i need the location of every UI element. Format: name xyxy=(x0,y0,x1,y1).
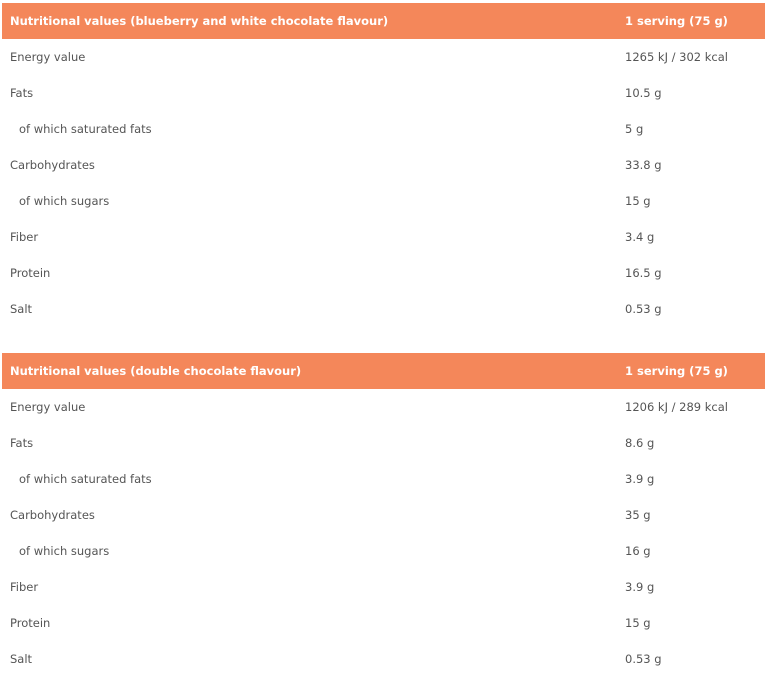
table-row: Energy value 1206 kJ / 289 kcal xyxy=(2,389,765,425)
header-serving: 1 serving (75 g) xyxy=(625,14,728,28)
nutrient-label: of which saturated fats xyxy=(19,122,152,136)
table-row: of which sugars 16 g xyxy=(2,533,765,569)
nutrient-label: of which sugars xyxy=(19,194,110,208)
nutrient-value: 0.53 g xyxy=(625,652,662,666)
header-name: Nutritional values (blueberry and white … xyxy=(10,14,389,28)
nutrient-value: 8.6 g xyxy=(625,436,655,450)
nutrient-value: 3.9 g xyxy=(625,472,655,486)
nutrient-value: 0.53 g xyxy=(625,302,662,316)
header-name: Nutritional values (double chocolate fla… xyxy=(10,364,302,378)
nutrient-label: Fats xyxy=(10,86,34,100)
nutrient-value: 3.4 g xyxy=(625,230,655,244)
nutrient-label: Energy value xyxy=(10,400,86,414)
table-row: Energy value 1265 kJ / 302 kcal xyxy=(2,39,765,75)
nutrient-label: Fats xyxy=(10,436,34,450)
table-row: Salt 0.53 g xyxy=(2,291,765,327)
nutrient-value: 35 g xyxy=(625,508,651,522)
nutrient-label: of which saturated fats xyxy=(19,472,152,486)
table-row: Carbohydrates 33.8 g xyxy=(2,147,765,183)
table-row: Salt 0.53 g xyxy=(2,641,765,677)
nutrient-label: of which sugars xyxy=(19,544,110,558)
nutrient-label: Salt xyxy=(10,652,33,666)
nutrition-table-blueberry: Nutritional values (blueberry and white … xyxy=(2,3,765,327)
table-row: Protein 15 g xyxy=(2,605,765,641)
table-row: Fats 10.5 g xyxy=(2,75,765,111)
table-row: Protein 16.5 g xyxy=(2,255,765,291)
table-header: Nutritional values (double chocolate fla… xyxy=(2,353,765,389)
nutrition-table-double-chocolate: Nutritional values (double chocolate fla… xyxy=(2,353,765,677)
table-row: of which saturated fats 3.9 g xyxy=(2,461,765,497)
nutrient-label: Fiber xyxy=(10,580,39,594)
nutrient-label: Carbohydrates xyxy=(10,158,95,172)
nutrient-label: Protein xyxy=(10,266,51,280)
nutrient-value: 15 g xyxy=(625,194,651,208)
nutrient-value: 16 g xyxy=(625,544,651,558)
nutrient-value: 16.5 g xyxy=(625,266,662,280)
nutrient-label: Protein xyxy=(10,616,51,630)
nutrient-value: 33.8 g xyxy=(625,158,662,172)
nutrient-value: 1265 kJ / 302 kcal xyxy=(625,50,728,64)
header-serving: 1 serving (75 g) xyxy=(625,364,728,378)
nutrient-value: 5 g xyxy=(625,122,644,136)
nutrient-label: Energy value xyxy=(10,50,86,64)
nutrient-value: 15 g xyxy=(625,616,651,630)
table-row: Fiber 3.4 g xyxy=(2,219,765,255)
table-row: Fiber 3.9 g xyxy=(2,569,765,605)
table-row: Fats 8.6 g xyxy=(2,425,765,461)
table-header: Nutritional values (blueberry and white … xyxy=(2,3,765,39)
nutrient-label: Salt xyxy=(10,302,33,316)
nutrient-value: 1206 kJ / 289 kcal xyxy=(625,400,728,414)
nutrient-value: 3.9 g xyxy=(625,580,655,594)
table-row: Carbohydrates 35 g xyxy=(2,497,765,533)
table-row: of which saturated fats 5 g xyxy=(2,111,765,147)
nutrient-label: Carbohydrates xyxy=(10,508,95,522)
nutrient-label: Fiber xyxy=(10,230,39,244)
table-row: of which sugars 15 g xyxy=(2,183,765,219)
nutrient-value: 10.5 g xyxy=(625,86,662,100)
